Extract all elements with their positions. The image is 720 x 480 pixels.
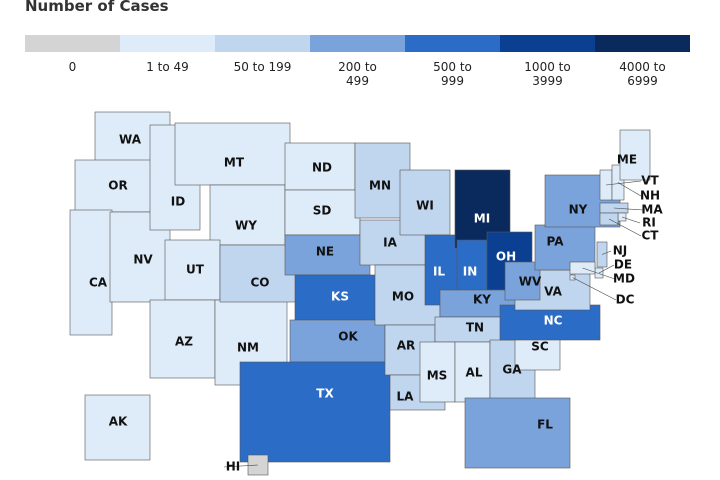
state-label: VT <box>641 174 659 188</box>
legend-labels: 0 1 to 49 50 to 199 200 to 499 500 to 999 100… <box>25 60 690 88</box>
leader-line <box>617 182 642 197</box>
state-label: KY <box>473 293 491 307</box>
legend-label: 1000 to 3999 <box>524 60 571 88</box>
state-label: GA <box>502 363 522 377</box>
legend-label: 50 to 199 <box>233 60 292 74</box>
legend-swatch <box>215 35 310 52</box>
leader-line <box>582 267 616 280</box>
legend-label: 1 to 49 <box>146 60 189 74</box>
map-title: Number of Cases <box>25 0 169 15</box>
state-shape <box>209 184 286 246</box>
legend-swatch <box>310 35 405 52</box>
state-label: MA <box>641 203 663 217</box>
state-label: OR <box>108 179 127 193</box>
state-shape <box>84 394 151 461</box>
state-shape <box>149 299 216 379</box>
state-label: SC <box>531 340 549 354</box>
state-label: MI <box>474 212 490 226</box>
state-label: ND <box>312 161 332 175</box>
state-label: FL <box>537 418 553 432</box>
state-label: IA <box>383 236 397 250</box>
state-label: DE <box>614 258 632 272</box>
state-shape <box>504 261 541 301</box>
legend-swatch <box>500 35 595 52</box>
state-label: MD <box>613 272 635 286</box>
state-label: IL <box>433 265 445 279</box>
state-shape <box>174 122 291 186</box>
state-label: KS <box>331 290 349 304</box>
state-label: MS <box>427 369 448 383</box>
state-label: ID <box>171 195 185 209</box>
state-label: LA <box>397 390 415 404</box>
state-shape <box>289 319 386 363</box>
state-shape <box>284 189 361 236</box>
legend-swatch <box>405 35 500 52</box>
state-label: WV <box>519 275 542 289</box>
state-label: ME <box>617 153 637 167</box>
state-shape <box>399 169 451 236</box>
leader-line <box>598 264 615 274</box>
state-label: CT <box>642 229 660 243</box>
leader-line <box>621 216 641 224</box>
leader-line <box>605 180 642 186</box>
legend-label: 500 to 999 <box>433 60 472 88</box>
state-label: RI <box>642 216 656 230</box>
state-label: MT <box>224 156 245 170</box>
state-label: NV <box>133 253 153 267</box>
state-label: AZ <box>175 335 193 349</box>
state-label: SD <box>313 204 332 218</box>
state-shape <box>499 304 601 341</box>
state-label: NM <box>237 341 259 355</box>
legend <box>25 35 690 52</box>
legend-label: 200 to 499 <box>338 60 377 88</box>
leader-line <box>608 218 642 237</box>
state-label: NH <box>640 189 660 203</box>
state-label: VA <box>544 285 562 299</box>
state-label: WI <box>416 199 434 213</box>
leader-line <box>601 250 612 255</box>
state-label: AK <box>109 415 128 429</box>
state-shape <box>464 397 571 469</box>
state-label: DC <box>616 293 635 307</box>
state-label: NY <box>569 203 588 217</box>
state-label: OH <box>496 250 516 264</box>
state-shape <box>69 209 113 336</box>
legend-swatch <box>595 35 690 52</box>
state-label: OK <box>338 330 358 344</box>
state-label: AL <box>466 366 483 380</box>
state-shape <box>239 361 391 463</box>
state-shape <box>619 129 651 181</box>
leader-line <box>572 277 617 301</box>
state-shape <box>284 234 371 276</box>
leader-line <box>613 207 644 211</box>
state-label: PA <box>547 235 565 249</box>
state-label: CA <box>89 276 108 290</box>
state-shape <box>294 274 381 321</box>
state-label: HI <box>226 460 241 474</box>
state-shape <box>164 239 221 301</box>
state-label: MO <box>392 290 414 304</box>
state-label: NC <box>544 314 563 328</box>
legend-label: 0 <box>68 60 77 74</box>
state-label: NJ <box>613 244 628 258</box>
leader-line <box>223 464 259 468</box>
state-label: NE <box>316 245 334 259</box>
state-shape <box>284 142 356 191</box>
state-label: IN <box>463 265 478 279</box>
state-label: MN <box>369 179 391 193</box>
legend-swatch <box>120 35 215 52</box>
state-label: TX <box>316 387 334 401</box>
legend-label: 4000 to 6999 <box>619 60 666 88</box>
state-label: TN <box>466 321 484 335</box>
legend-swatch <box>25 35 120 52</box>
state-label: WY <box>235 219 257 233</box>
state-label: UT <box>186 263 205 277</box>
state-label: CO <box>250 276 269 290</box>
state-label: WA <box>119 133 142 147</box>
state-label: AR <box>397 339 416 353</box>
